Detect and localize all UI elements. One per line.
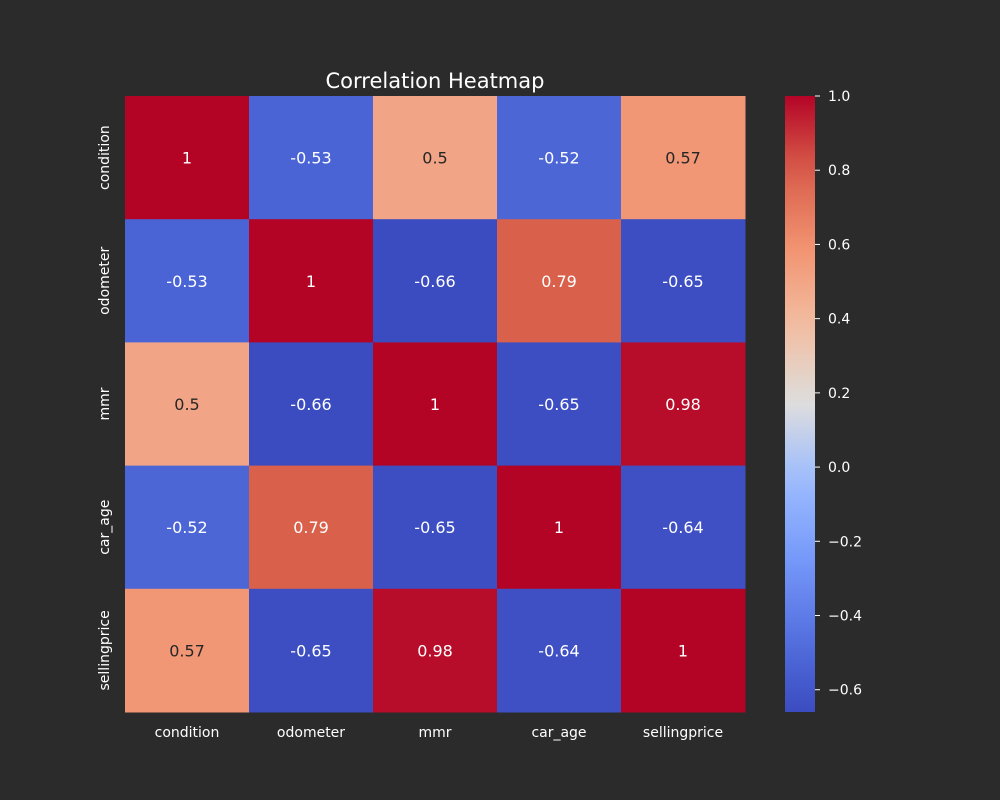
x-tick-label: condition [155, 725, 220, 741]
heatmap-cell-car_age-mmr [373, 465, 498, 590]
heatmap-cell-car_age-odometer [249, 465, 374, 590]
cell-value-label: 0.57 [169, 641, 205, 660]
cell-value-label: 0.79 [293, 518, 329, 537]
cell-value-label: -0.52 [166, 518, 207, 537]
y-tick-label: sellingprice [97, 610, 113, 690]
cell-value-label: 0.5 [422, 149, 447, 168]
colorbar-tick-label: 0.2 [828, 386, 850, 402]
heatmap-cell-condition-condition [125, 96, 250, 220]
heatmap-cell-condition-odometer [249, 96, 374, 220]
heatmap-cell-mmr-odometer [249, 342, 374, 467]
y-axis-ticks: condition odometer mmr car_age sellingprice [97, 125, 113, 690]
cell-value-label: -0.65 [662, 272, 703, 291]
x-tick-label: odometer [277, 725, 345, 741]
x-axis-ticks: condition odometer mmr car_age sellingprice [155, 725, 723, 741]
heatmap-cell-condition-car_age [497, 96, 622, 220]
cell-value-label: -0.65 [290, 641, 331, 660]
x-tick-label: sellingprice [643, 725, 723, 741]
colorbar-tick-label: 1.0 [828, 89, 850, 105]
y-tick-label: odometer [97, 246, 113, 314]
cell-value-label: 1 [306, 272, 316, 291]
heatmap-cell-odometer-odometer [249, 219, 374, 343]
heatmap-cell-mmr-condition [125, 342, 250, 467]
cell-value-label: 1 [182, 149, 192, 168]
cell-value-label: -0.65 [414, 518, 455, 537]
colorbar-tick-label: −0.2 [828, 534, 862, 550]
y-tick-label: mmr [97, 387, 113, 420]
heatmap-cell-sellingprice-condition [125, 588, 250, 713]
x-tick-label: car_age [531, 725, 586, 741]
cell-value-label: -0.53 [166, 272, 207, 291]
colorbar-tick-label: 0.0 [828, 460, 850, 476]
heatmap-cell-mmr-car_age [497, 342, 622, 467]
colorbar-tick-label: 0.8 [828, 163, 850, 179]
cell-value-label: -0.64 [662, 518, 703, 537]
colorbar-tick-label: −0.6 [828, 683, 862, 699]
colorbar-tick-label: 0.6 [828, 237, 850, 253]
heatmap-cell-odometer-mmr [373, 219, 498, 343]
cell-value-label: 0.98 [665, 395, 701, 414]
x-tick-label: mmr [418, 725, 451, 741]
cell-value-label: -0.66 [414, 272, 455, 291]
cell-value-label: 1 [430, 395, 440, 414]
heatmap-cell-mmr-sellingprice [621, 342, 746, 467]
heatmap-cell-sellingprice-car_age [497, 588, 622, 713]
heatmap-cell-odometer-condition [125, 219, 250, 343]
cell-value-label: -0.52 [538, 149, 579, 168]
heatmap-cell-car_age-condition [125, 465, 250, 590]
cell-value-label: 0.57 [665, 149, 701, 168]
cell-value-label: 0.5 [174, 395, 199, 414]
chart-title: Correlation Heatmap [326, 69, 545, 93]
heatmap-cell-labels: 1 -0.53 0.5 -0.52 0.57 -0.53 1 -0.66 0.79 -0.65 0.… [166, 149, 703, 661]
colorbar: 1.0 0.8 0.6 0.4 0.2 0.0 −0.2 −0.4 −0.6 [785, 89, 862, 712]
colorbar-tick-label: 0.4 [828, 312, 850, 328]
heatmap-cell-condition-mmr [373, 96, 498, 220]
cell-value-label: 1 [554, 518, 564, 537]
heatmap-cell-sellingprice-sellingprice [621, 588, 746, 713]
cell-value-label: 1 [678, 641, 688, 660]
y-tick-label: condition [97, 125, 113, 190]
heatmap-cells [125, 96, 746, 713]
heatmap-cell-condition-sellingprice [621, 96, 746, 220]
heatmap-cell-car_age-sellingprice [621, 465, 746, 590]
cell-value-label: -0.64 [538, 641, 579, 660]
heatmap-cell-car_age-car_age [497, 465, 622, 590]
heatmap-cell-mmr-mmr [373, 342, 498, 467]
heatmap-cell-odometer-sellingprice [621, 219, 746, 343]
cell-value-label: -0.53 [290, 149, 331, 168]
heatmap-cell-odometer-car_age [497, 219, 622, 343]
heatmap-cell-sellingprice-odometer [249, 588, 374, 713]
cell-value-label: -0.66 [290, 395, 331, 414]
colorbar-gradient [785, 96, 815, 712]
heatmap-cell-sellingprice-mmr [373, 588, 498, 713]
y-tick-label: car_age [97, 500, 113, 555]
cell-value-label: -0.65 [538, 395, 579, 414]
cell-value-label: 0.79 [541, 272, 577, 291]
cell-value-label: 0.98 [417, 641, 453, 660]
colorbar-tick-label: −0.4 [828, 609, 862, 625]
